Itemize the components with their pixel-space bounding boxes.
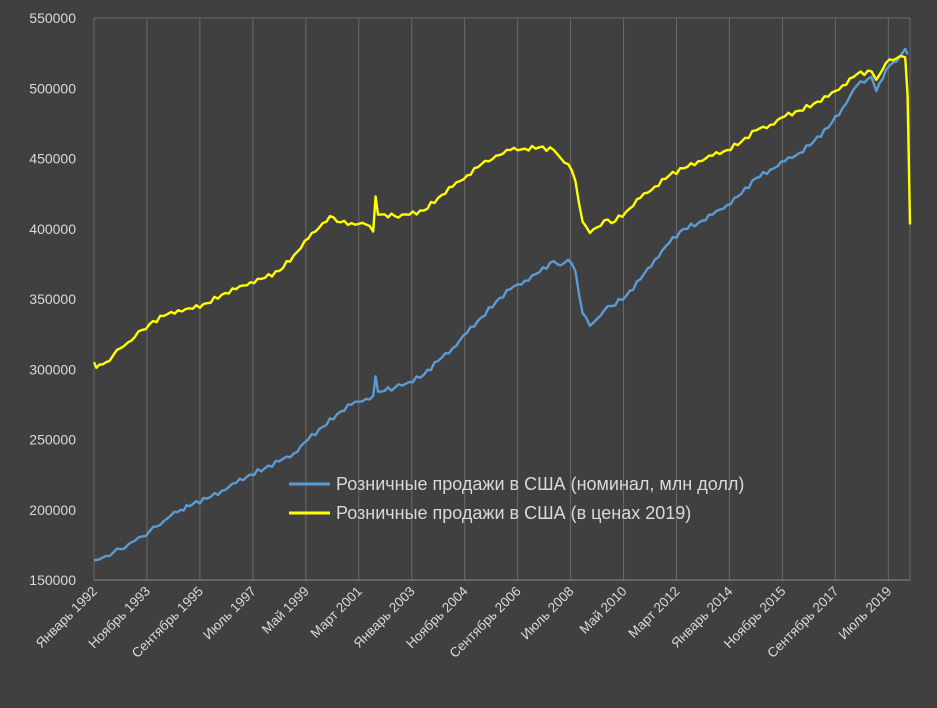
series-lines <box>92 47 912 562</box>
legend: Розничные продажи в США (номинал, млн до… <box>289 474 744 523</box>
series-line-nominal <box>93 47 909 562</box>
series-line-real <box>92 54 912 369</box>
y-tick-label: 350000 <box>29 291 76 307</box>
y-tick-label: 450000 <box>29 151 76 167</box>
legend-label-nominal: Розничные продажи в США (номинал, млн до… <box>336 474 744 494</box>
gridlines <box>93 17 911 580</box>
y-tick-label: 200000 <box>29 502 76 518</box>
y-tick-label: 250000 <box>29 432 76 448</box>
y-tick-label: 400000 <box>29 221 76 237</box>
y-tick-label: 550000 <box>29 10 76 26</box>
y-tick-label: 500000 <box>29 80 76 96</box>
legend-label-real: Розничные продажи в США (в ценах 2019) <box>336 503 691 523</box>
y-tick-label: 300000 <box>29 361 76 377</box>
y-axis: 150000 200000 250000 300000 350000 400000 4500… <box>29 10 76 588</box>
y-tick-label: 150000 <box>29 572 76 588</box>
